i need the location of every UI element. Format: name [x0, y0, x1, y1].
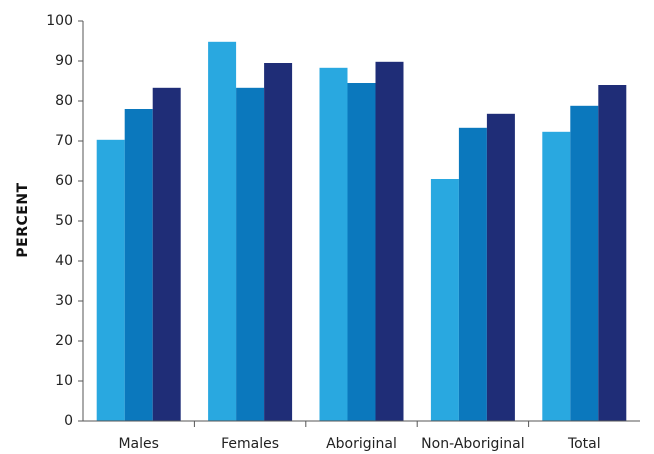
x-category-label: Total	[567, 436, 601, 452]
bar	[96, 139, 125, 422]
bar	[319, 67, 348, 422]
y-tick-label: 80	[55, 93, 73, 109]
bar	[458, 127, 487, 422]
bar	[570, 105, 599, 422]
y-tick-label: 90	[55, 53, 73, 69]
x-category-label: Aboriginal	[326, 436, 397, 452]
y-tick-label: 10	[55, 373, 73, 389]
y-tick-label: 40	[55, 253, 73, 269]
y-tick-label: 50	[55, 213, 73, 229]
bar	[236, 87, 265, 422]
y-tick-label: 60	[55, 173, 73, 189]
bars	[96, 41, 627, 422]
bar	[375, 61, 404, 422]
x-category-label: Males	[118, 436, 158, 452]
y-tick-label: 100	[46, 13, 73, 29]
y-axis: 0 10 20 30 40 50 60 70 80 90 100	[46, 13, 84, 429]
y-tick-label: 20	[55, 333, 73, 349]
bar	[486, 113, 515, 422]
bar	[542, 131, 571, 422]
bar	[208, 41, 237, 422]
x-axis: Males Females Aboriginal Non-Aboriginal Tota…	[83, 420, 640, 452]
y-tick-label: 70	[55, 133, 73, 149]
y-tick-label: 0	[64, 413, 73, 429]
bar	[124, 109, 153, 421]
y-axis-title: PERCENT	[15, 182, 31, 257]
bar	[347, 83, 376, 421]
bar	[430, 179, 459, 421]
x-category-label: Non-Aboriginal	[421, 436, 524, 452]
y-tick-label: 30	[55, 293, 73, 309]
bar	[152, 87, 181, 422]
x-category-label: Females	[221, 436, 279, 452]
bar	[598, 85, 627, 421]
bar	[264, 63, 293, 421]
